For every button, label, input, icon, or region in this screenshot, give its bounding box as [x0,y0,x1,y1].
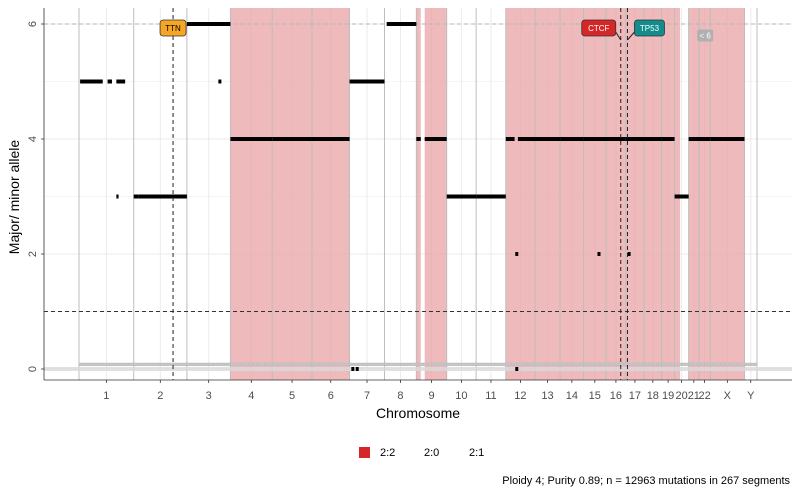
x-tick-label: 4 [248,390,254,402]
x-tick-label: X [724,390,732,402]
chromosome-boundaries [78,8,758,380]
x-tick-label: 19 [662,390,674,402]
y-tick-label: 4 [27,136,39,142]
y-tick-label: 2 [27,251,39,257]
shaded-region-2-2 [710,8,745,380]
shaded-region-2-2 [272,8,312,380]
gene-label-ctcf: CTCF [588,24,609,33]
shaded-region-2-2 [674,8,681,380]
shaded-region-2-2 [698,8,711,380]
x-tick-label: 16 [610,390,622,402]
shaded-region-2-2 [535,8,561,380]
truncation-marker-label: < 6 [700,32,712,41]
x-tick-label: 20 [675,390,687,402]
shaded-region-2-2 [230,8,273,380]
x-tick-label: 13 [541,390,553,402]
truncation-marker-box [697,29,714,42]
legend-label-2-1: 2:1 [469,447,484,459]
mutation-point [753,362,758,367]
legend-label-2-2: 2:2 [380,447,395,459]
shaded-region-2-2 [644,8,662,380]
shaded-region-2-2 [625,8,645,380]
x-tick-label: 15 [589,390,601,402]
x-tick-label: 22 [698,390,710,402]
y-tick-label: 0 [27,366,39,372]
gene-label-ttn: TTN [165,24,181,33]
shaded-region-2-2 [661,8,675,380]
x-tick-label: 11 [485,390,496,402]
x-tick-label: 10 [455,390,467,402]
reference-lines [44,23,792,371]
gene-labels: TTN CTCF TP53 < 6 [159,8,714,380]
shaded-region-2-2 [311,8,350,380]
x-tick-label: 12 [514,390,526,402]
x-tick-label: 5 [289,390,295,402]
shaded-regions [230,8,745,380]
x-tick-label: 14 [566,390,578,402]
y-axis-title: Major/ minor allele [6,140,22,255]
x-tick-label: 17 [629,390,641,402]
gene-label-box-ctcf [581,19,617,37]
gene-label-tp53: TP53 [640,24,660,33]
x-tick-label: 6 [328,390,334,402]
x-tick-label: 9 [428,390,434,402]
gene-label-box-tp53 [634,19,665,37]
x-tick-label: 3 [206,390,212,402]
shaded-region-2-2 [688,8,699,380]
gene-label-box-ttn [159,19,187,37]
x-axis-title: Chromosome [376,405,460,421]
mutation-points [78,362,758,367]
x-tick-label: 21 [688,390,700,402]
shaded-region-2-2 [560,8,584,380]
baseline-band [44,367,792,371]
y-tick-label: 6 [27,21,39,27]
gene-connector-tp53 [627,31,635,41]
caption: Ploidy 4; Purity 0.89; n = 12963 mutatio… [502,475,790,487]
x-tick-label: 7 [364,390,370,402]
legend-label-2-0: 2:0 [424,447,439,459]
x-tick-label: Y [747,390,755,402]
segments [80,22,745,371]
x-tick-label: 8 [397,390,403,402]
shaded-region-2-2 [424,8,447,380]
shaded-region-2-2 [416,8,421,380]
x-tick-label: 18 [647,390,659,402]
legend: 2:2 2:0 2:1 [359,447,484,459]
shaded-region-2-2 [505,8,536,380]
shaded-region-2-2 [606,8,626,380]
gene-connector-ctcf [615,31,622,41]
x-tick-label: 1 [103,390,109,402]
legend-swatch-2-2 [359,447,370,458]
x-tick-label: 2 [157,390,163,402]
shaded-region-2-2 [583,8,607,380]
